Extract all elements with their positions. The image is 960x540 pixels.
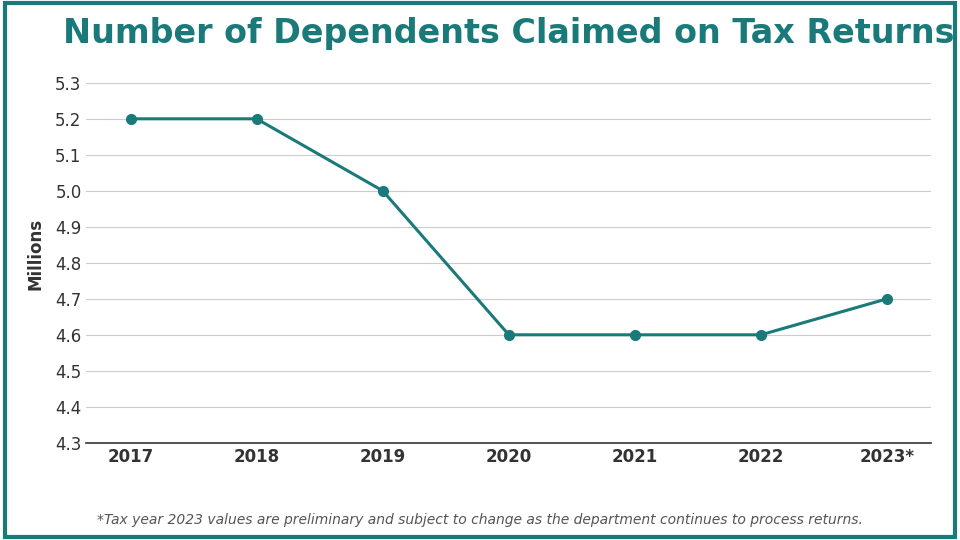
Title: Number of Dependents Claimed on Tax Returns: Number of Dependents Claimed on Tax Retu… [63, 17, 954, 50]
Text: *Tax year 2023 values are preliminary and subject to change as the department co: *Tax year 2023 values are preliminary an… [97, 513, 863, 527]
Y-axis label: Millions: Millions [26, 218, 44, 290]
